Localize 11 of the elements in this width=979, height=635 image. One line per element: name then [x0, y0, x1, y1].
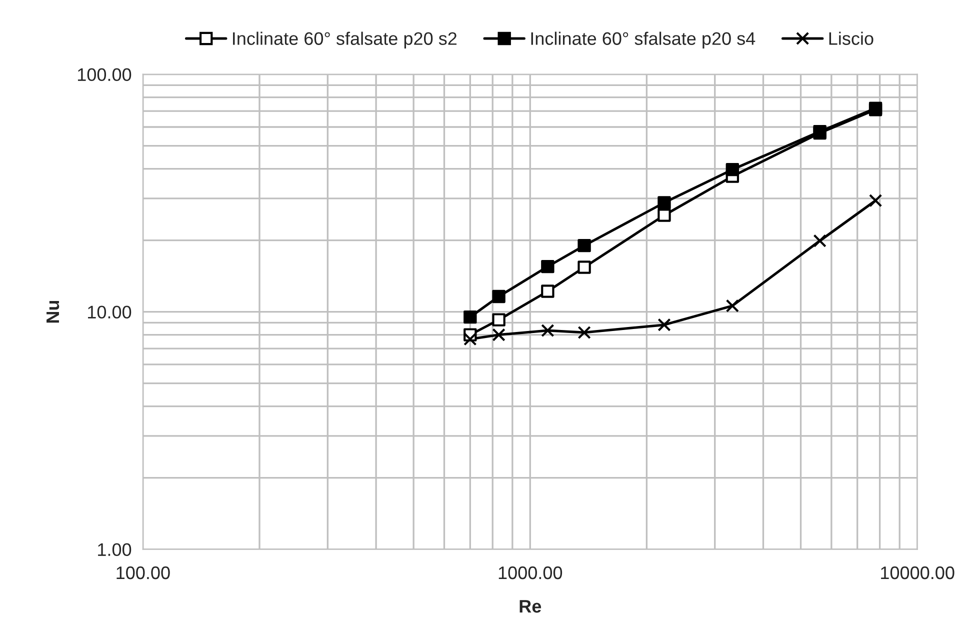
y-tick-label: 100.00	[78, 68, 132, 82]
y-tick-label: 1.00	[98, 543, 132, 556]
y-tick-label: 10.00	[88, 306, 132, 319]
x-tick-label: 100.00	[116, 566, 170, 580]
x-tick-label: 1000.00	[498, 566, 562, 580]
legend-label: Inclinate 60° sfalsate p20 s4	[531, 32, 756, 49]
legend-label: Liscio	[829, 32, 874, 45]
legend-label: Inclinate 60° sfalsate p20 s2	[233, 32, 457, 49]
x-tick-label: 10000.00	[881, 566, 954, 580]
y-axis-title: Nu	[46, 300, 60, 323]
x-axis-title: Re	[520, 600, 542, 613]
